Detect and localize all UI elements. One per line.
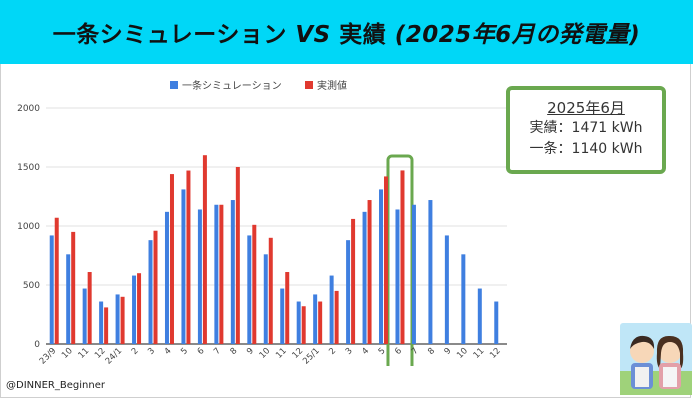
x-tick-label: 8 <box>426 346 437 357</box>
bar-sim-15 <box>296 301 301 344</box>
bar-sim-1 <box>66 254 71 344</box>
y-tick-label: 2000 <box>17 104 40 114</box>
bar-actual-19 <box>367 200 372 344</box>
legend-swatch-1 <box>305 81 313 89</box>
x-tick-label: 10 <box>258 346 273 361</box>
x-tick-label: 11 <box>77 346 92 361</box>
summary-callout: 2025年6月 実績：1471 kWh 一条：1140 kWh <box>506 86 666 174</box>
x-tick-label: 3 <box>146 346 157 357</box>
bar-actual-21 <box>400 170 405 344</box>
y-tick-label: 500 <box>23 281 40 291</box>
bar-sim-11 <box>230 200 235 344</box>
bar-actual-10 <box>219 204 224 344</box>
bar-sim-4 <box>115 294 120 344</box>
y-tick-label: 0 <box>34 340 40 350</box>
bar-actual-9 <box>202 155 207 344</box>
bar-actual-12 <box>252 224 257 344</box>
bar-sim-8 <box>181 189 186 344</box>
bar-sim-5 <box>132 275 137 344</box>
highlight-box <box>386 154 414 366</box>
bar-sim-14 <box>280 288 285 344</box>
x-tick-label: 5 <box>179 346 190 357</box>
x-tick-label: 10 <box>455 346 470 361</box>
y-tick-label: 1500 <box>17 163 40 173</box>
title-banner: 一条シミュレーション VS 実績 (2025年6月の発電量) <box>0 0 693 64</box>
bar-sim-27 <box>494 301 499 344</box>
bar-sim-21 <box>395 209 400 344</box>
x-tick-label: 6 <box>196 346 207 357</box>
bar-sim-22 <box>411 204 416 344</box>
x-tick-label: 4 <box>360 346 371 357</box>
author-credit: @DINNER_Beginner <box>6 380 105 391</box>
legend-label-0: 一条シミュレーション <box>182 79 282 92</box>
bar-actual-2 <box>87 272 92 344</box>
bar-actual-18 <box>351 218 356 344</box>
bar-actual-6 <box>153 230 158 344</box>
title-part1: 一条シミュレーション <box>52 22 296 48</box>
page-title: 一条シミュレーション VS 実績 (2025年6月の発電量) <box>53 15 641 49</box>
callout-title: 2025年6月 <box>547 99 625 117</box>
bar-actual-1 <box>71 231 76 344</box>
bar-actual-0 <box>54 217 59 344</box>
title-part2: 実績 <box>330 22 395 48</box>
bar-sim-13 <box>263 254 268 344</box>
bar-actual-5 <box>137 273 142 344</box>
bar-sim-23 <box>428 200 433 344</box>
bar-sim-16 <box>313 294 318 344</box>
x-tick-label: 11 <box>472 346 487 361</box>
bar-sim-19 <box>362 211 367 344</box>
bar-actual-7 <box>169 174 174 344</box>
x-tick-label: 25/1 <box>301 346 322 366</box>
callout-sim: 一条：1140 kWh <box>529 141 643 157</box>
bar-sim-6 <box>148 240 153 344</box>
callout-actual: 実績：1471 kWh <box>529 120 643 136</box>
bar-sim-26 <box>477 288 482 344</box>
bar-sim-24 <box>444 235 449 344</box>
bar-actual-14 <box>285 272 290 344</box>
bar-sim-7 <box>164 211 169 344</box>
y-tick-label: 1000 <box>17 222 40 232</box>
bar-sim-9 <box>197 209 202 344</box>
x-tick-label: 10 <box>60 346 75 361</box>
bar-sim-18 <box>346 240 351 344</box>
x-tick-label: 5 <box>377 346 388 357</box>
x-tick-label: 11 <box>274 346 289 361</box>
x-tick-label: 2 <box>130 346 141 357</box>
bar-actual-15 <box>301 306 306 344</box>
x-tick-label: 2 <box>327 346 338 357</box>
x-tick-label: 9 <box>245 346 256 357</box>
title-paren: (2025年6月の発電量) <box>394 22 641 48</box>
bar-sim-3 <box>99 301 104 344</box>
x-tick-label: 7 <box>410 346 421 357</box>
bar-actual-13 <box>268 237 273 344</box>
x-tick-label: 7 <box>212 346 223 357</box>
bar-actual-17 <box>334 290 339 344</box>
bar-actual-3 <box>104 307 109 344</box>
x-tick-label: 6 <box>393 346 404 357</box>
title-vs: VS <box>295 22 331 48</box>
bar-sim-17 <box>329 275 334 344</box>
bar-sim-2 <box>82 288 87 344</box>
legend-swatch-0 <box>170 81 178 89</box>
bar-actual-8 <box>186 170 191 344</box>
legend-label-1: 実測値 <box>317 79 347 92</box>
x-tick-label: 8 <box>229 346 240 357</box>
bar-sim-10 <box>214 204 219 344</box>
bar-sim-0 <box>49 235 54 344</box>
x-tick-label: 9 <box>443 346 454 357</box>
x-tick-label: 4 <box>163 346 174 357</box>
x-tick-label: 23/9 <box>38 346 59 366</box>
bar-actual-4 <box>120 296 125 344</box>
x-tick-label: 24/1 <box>104 346 125 366</box>
bar-actual-16 <box>318 301 323 344</box>
bar-sim-25 <box>461 254 466 344</box>
x-tick-label: 3 <box>344 346 355 357</box>
bar-actual-11 <box>235 167 240 344</box>
bar-sim-12 <box>247 235 252 344</box>
bar-actual-20 <box>384 176 389 344</box>
bar-sim-20 <box>379 189 384 344</box>
avatar <box>620 323 692 395</box>
x-tick-label: 12 <box>488 346 503 361</box>
